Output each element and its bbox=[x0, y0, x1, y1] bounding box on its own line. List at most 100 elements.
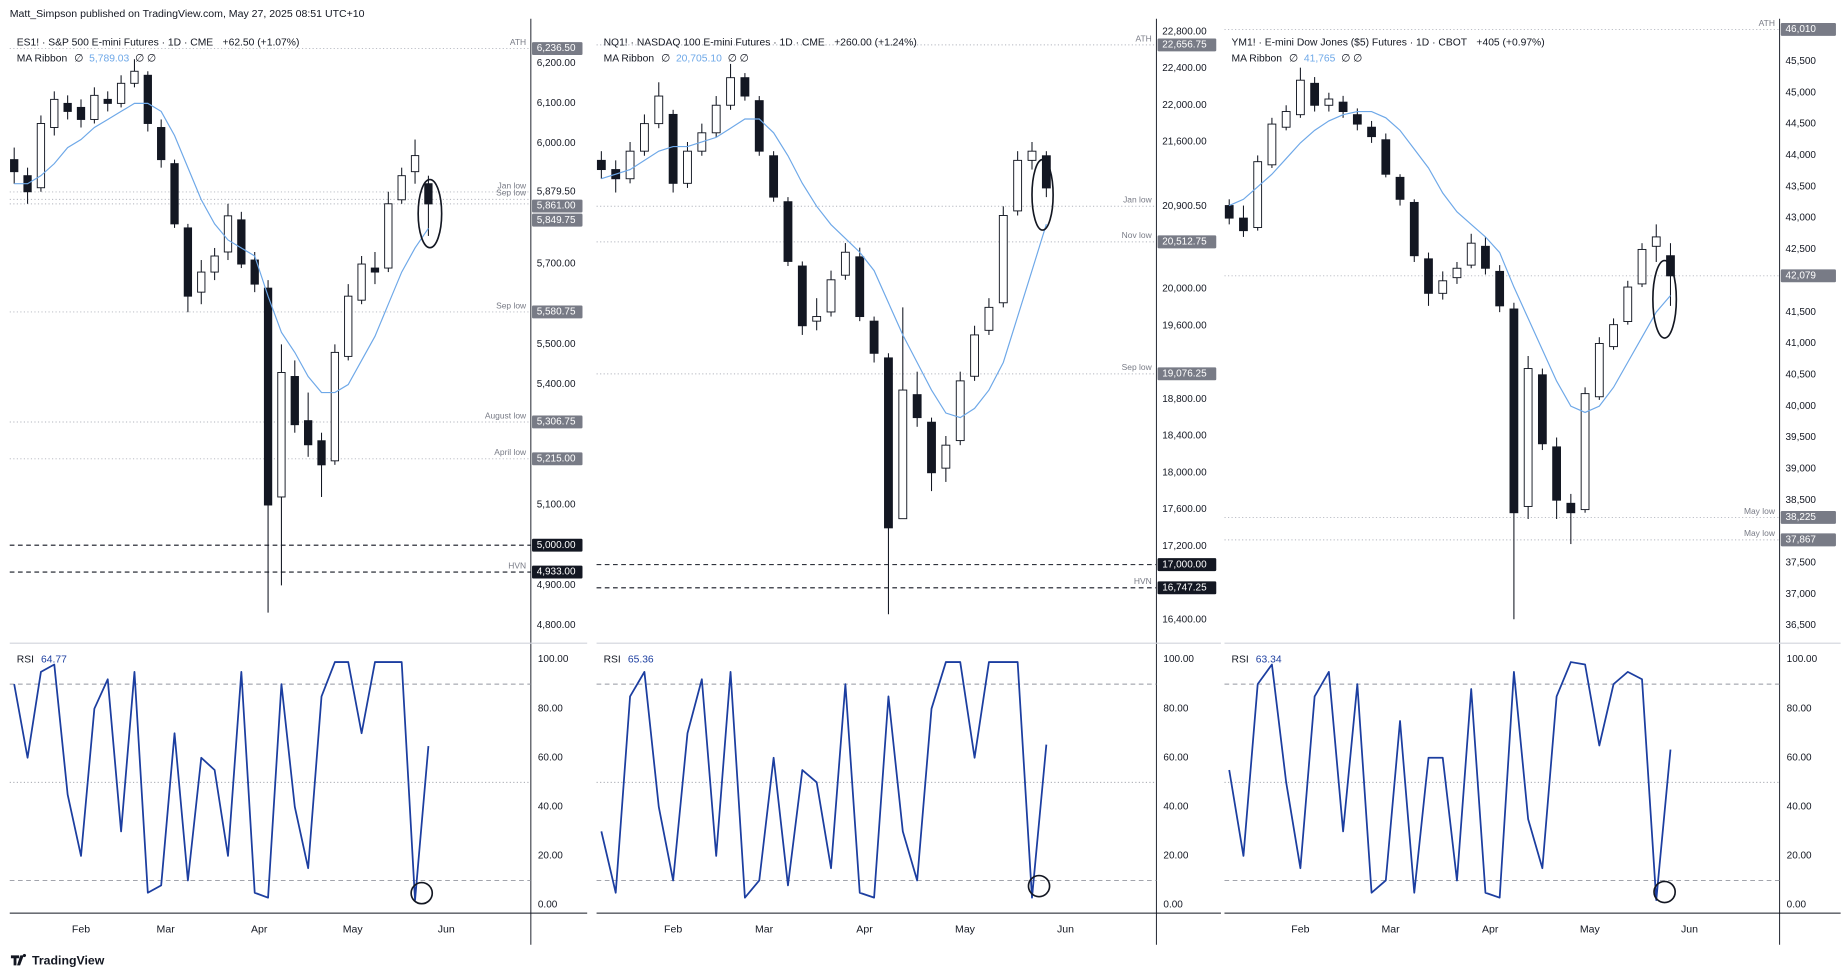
x-tick-label: Jun bbox=[1681, 923, 1698, 935]
y-tick-label: 6,100.00 bbox=[537, 98, 576, 109]
candle-body bbox=[1310, 82, 1320, 106]
y-tick-label: 5,700.00 bbox=[537, 259, 576, 270]
price-tag-label: 5,879.50 bbox=[537, 187, 576, 198]
rsi-legend: RSI 65.36 bbox=[604, 654, 654, 665]
price-tag bbox=[1780, 533, 1836, 547]
y-tick-label: 16,400.00 bbox=[1162, 614, 1207, 625]
candle-body bbox=[783, 201, 793, 262]
price-tag-label: 38,225 bbox=[1785, 512, 1816, 523]
ma-value: 41,765 bbox=[1304, 53, 1336, 64]
candle-body bbox=[1338, 101, 1348, 113]
x-tick-label: Mar bbox=[755, 923, 774, 935]
candle-body bbox=[1352, 114, 1362, 125]
x-tick-label: Feb bbox=[664, 923, 682, 935]
price-tag bbox=[1157, 558, 1217, 572]
price-tag bbox=[532, 42, 583, 56]
chart-header: NQ1! · NASDAQ 100 E-mini Futures · 1D · … bbox=[604, 37, 917, 48]
y-tick-label: 0.00 bbox=[1787, 900, 1807, 911]
price-tag-label: 16,747.25 bbox=[1162, 582, 1207, 593]
candle-body bbox=[76, 106, 86, 120]
candle-body bbox=[250, 259, 259, 285]
candle-body bbox=[826, 279, 836, 313]
candle-body bbox=[869, 320, 879, 354]
y-tick-label: 4,900.00 bbox=[537, 580, 576, 591]
price-tag bbox=[1157, 235, 1217, 249]
x-tick-label: May bbox=[955, 923, 976, 935]
candle-body bbox=[596, 159, 606, 171]
price-tag-label: 19,076.25 bbox=[1162, 368, 1207, 379]
x-tick-label: May bbox=[1580, 923, 1601, 935]
price-tag-label: 46,010 bbox=[1785, 24, 1816, 35]
x-tick-label: Feb bbox=[72, 923, 90, 935]
ma-name: MA Ribbon bbox=[604, 53, 655, 64]
candle-body bbox=[183, 227, 193, 297]
candle-body bbox=[654, 95, 664, 125]
candle-body bbox=[237, 219, 246, 265]
price-tag bbox=[532, 538, 583, 552]
candle-body bbox=[63, 102, 72, 112]
ma-line bbox=[601, 118, 1047, 419]
candle-body bbox=[263, 287, 273, 506]
candle-body bbox=[1609, 324, 1618, 348]
y-tick-label: 40.00 bbox=[1163, 801, 1188, 812]
level-note: ATH bbox=[510, 37, 526, 47]
candle-body bbox=[683, 150, 692, 184]
rsi-title: RSI bbox=[17, 654, 34, 665]
x-tick-label: Mar bbox=[1381, 923, 1400, 935]
candle-body bbox=[754, 100, 764, 152]
y-tick-label: 5,100.00 bbox=[537, 500, 576, 511]
candle-body bbox=[769, 155, 779, 198]
charts: 6,200.00 6,100.00 6,000.00 5,700.00 5,500.00… bbox=[9, 18, 1841, 945]
candle-body bbox=[912, 394, 922, 419]
y-tick-label: 41,500 bbox=[1785, 307, 1816, 318]
y-tick-label: 22,800.00 bbox=[1162, 26, 1207, 37]
y-tick-label: 40.00 bbox=[1787, 801, 1812, 812]
y-tick-label: 40.00 bbox=[538, 801, 563, 812]
level-note: Jan low bbox=[1123, 195, 1153, 205]
candle-body bbox=[1267, 123, 1277, 166]
candle-body bbox=[330, 351, 340, 462]
candle-body bbox=[1566, 502, 1576, 514]
candle-body bbox=[357, 263, 366, 301]
ma-name: MA Ribbon bbox=[17, 53, 68, 64]
price-tag-label: 17,000.00 bbox=[1162, 559, 1207, 570]
candle-body bbox=[1239, 217, 1248, 232]
rsi-value: 64.77 bbox=[41, 654, 67, 665]
level-note: Sep low bbox=[496, 188, 527, 198]
level-note: Jan low bbox=[498, 180, 528, 190]
ma-line bbox=[1228, 110, 1671, 414]
candle-body bbox=[840, 251, 850, 276]
y-tick-label: 43,500 bbox=[1785, 181, 1816, 192]
ma-flag: ∅ bbox=[1289, 53, 1298, 64]
rsi-legend: RSI 64.77 bbox=[17, 654, 67, 665]
candle-body bbox=[1395, 176, 1405, 200]
y-tick-label: 100.00 bbox=[538, 654, 569, 665]
y-tick-label: 42,500 bbox=[1785, 244, 1816, 255]
candle-body bbox=[797, 265, 807, 327]
candle-body bbox=[1580, 393, 1590, 511]
candle-body bbox=[397, 175, 406, 201]
y-tick-label: 45,000 bbox=[1785, 87, 1816, 98]
candle-body bbox=[1637, 248, 1647, 285]
candle-body bbox=[1296, 79, 1305, 116]
y-tick-label: 38,500 bbox=[1785, 495, 1816, 506]
candle-body bbox=[197, 271, 206, 293]
chart-title: ES1! · S&P 500 E-mini Futures · 1D · CME bbox=[17, 37, 214, 48]
y-tick-label: 45,500 bbox=[1785, 56, 1816, 67]
candle-body bbox=[625, 150, 635, 180]
candle-body bbox=[855, 256, 865, 318]
price-tag bbox=[532, 565, 583, 579]
y-tick-label: 80.00 bbox=[1787, 703, 1812, 714]
y-tick-label: 20.00 bbox=[538, 851, 563, 862]
level-note: ATH bbox=[1759, 18, 1775, 28]
ma-flags: ∅ ∅ bbox=[135, 53, 156, 64]
candle-body bbox=[36, 123, 46, 189]
candle-body bbox=[344, 295, 353, 357]
rsi-title: RSI bbox=[1232, 654, 1249, 665]
level-note: ATH bbox=[1135, 33, 1151, 43]
price-tag bbox=[532, 199, 583, 213]
price-tag bbox=[532, 185, 583, 199]
candle-body bbox=[1424, 258, 1433, 294]
candle-body bbox=[10, 159, 19, 173]
